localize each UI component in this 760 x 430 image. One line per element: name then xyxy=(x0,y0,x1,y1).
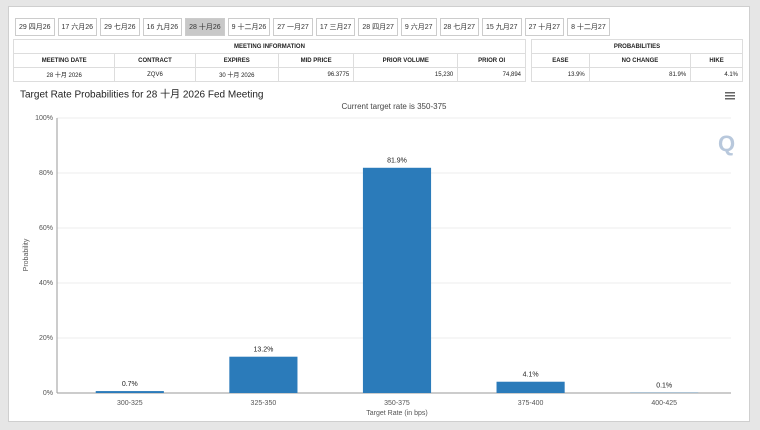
y-tick-label: 60% xyxy=(39,225,53,232)
meeting-table: MEETING INFORMATION MEETING DATE CONTRACT E… xyxy=(12,39,526,82)
tab[interactable]: 17 三月27 xyxy=(315,18,356,36)
x-axis-label: Target Rate (in bps) xyxy=(366,410,427,417)
x-tick-label: 350-375 xyxy=(384,400,410,407)
tab[interactable]: 27 一月27 xyxy=(273,18,313,36)
bar xyxy=(362,167,432,393)
y-axis-label: Probability xyxy=(23,238,30,271)
header-row: MEETING DATE CONTRACT EXPIRES MID PRICE PRIO… xyxy=(12,53,526,68)
cell: 4.1% xyxy=(690,67,743,82)
tab[interactable]: 16 九月26 xyxy=(142,18,183,36)
cell: 74,894 xyxy=(457,67,526,82)
x-tick-label: 375-400 xyxy=(518,400,544,407)
cell: 28 十月 2026 xyxy=(12,67,116,82)
tab[interactable]: 15 九月27 xyxy=(482,18,522,36)
chart-title: Target Rate Probabilities for 28 十月 2026… xyxy=(20,88,263,101)
data-row: 28 十月 2026 ZQV6 30 十月 2026 96.3775 15,230 74,… xyxy=(12,67,526,82)
y-tick-label: 40% xyxy=(39,280,53,287)
y-tick-label: 80% xyxy=(39,170,53,177)
tab[interactable]: 27 十月27 xyxy=(524,18,565,36)
y-tick-label: 100% xyxy=(35,115,53,122)
tab-bar: 29 四月26 17 六月26 29 七月26 16 九月26 28 十月26 9 十二月… xyxy=(15,18,610,36)
tab[interactable]: 8 十二月27 xyxy=(567,18,610,36)
header-row: EASE NO CHANGE HIKE xyxy=(531,53,743,68)
tab[interactable]: 28 七月27 xyxy=(439,18,480,36)
watermark: Q xyxy=(718,131,735,156)
value-label: 13.2% xyxy=(253,347,273,354)
bar xyxy=(496,381,565,393)
data-row: 13.9% 81.9% 4.1% xyxy=(531,67,743,82)
tab[interactable]: 9 六月27 xyxy=(400,18,437,36)
bar xyxy=(229,356,298,393)
cell: 81.9% xyxy=(588,67,692,82)
probability-table: PROBABILITIES EASE NO CHANGE HIKE 13.9% 81.9%… xyxy=(531,39,743,82)
menu-icon[interactable] xyxy=(725,92,735,100)
value-label: 4.1% xyxy=(523,372,539,379)
x-tick-label: 300-325 xyxy=(117,400,143,407)
bar xyxy=(95,391,164,393)
value-label: 0.7% xyxy=(122,381,138,388)
tab[interactable]: 29 四月26 xyxy=(15,18,55,36)
cell: 30 十月 2026 xyxy=(194,67,279,82)
cell: 15,230 xyxy=(353,67,459,82)
tab[interactable]: 17 六月26 xyxy=(57,18,98,36)
value-label: 0.1% xyxy=(656,383,672,390)
y-tick-label: 0% xyxy=(43,390,53,397)
tab[interactable]: 28 十月26 xyxy=(185,18,225,36)
cell: 96.3775 xyxy=(277,67,355,82)
value-label: 81.9% xyxy=(387,158,407,165)
tab[interactable]: 29 七月26 xyxy=(100,18,140,36)
tab[interactable]: 28 四月27 xyxy=(358,18,398,36)
chart-subtitle: Current target rate is 350-375 xyxy=(342,102,447,111)
y-tick-label: 20% xyxy=(39,335,53,342)
x-tick-label: 400-425 xyxy=(651,400,677,407)
tab[interactable]: 9 十二月26 xyxy=(227,18,271,36)
x-tick-label: 325-350 xyxy=(251,400,277,407)
